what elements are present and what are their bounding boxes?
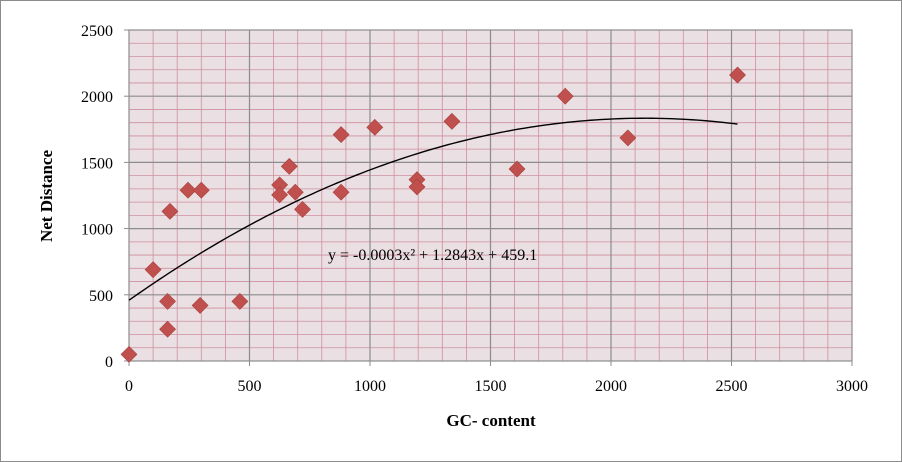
y-axis-title: Net Distance [37,150,56,243]
x-tick-label: 500 [238,378,262,395]
x-tick-label: 1500 [475,378,507,395]
data-point [366,118,384,136]
data-point [619,129,637,147]
data-point [332,183,350,201]
data-point [556,87,574,105]
data-point [508,160,526,178]
y-axis: 0 500 1000 1500 2000 2500 [81,23,129,371]
data-point [280,157,298,175]
data-point [294,200,311,218]
trendline [128,117,738,301]
major-gridlines [129,30,852,361]
x-tick-label: 2500 [716,378,748,395]
data-point [408,178,426,196]
data-point [191,296,209,314]
data-point [332,126,350,144]
y-tick-label: 2000 [81,89,113,106]
y-tick-label: 0 [105,354,113,371]
data-point [231,292,249,310]
x-tick-label: 0 [125,378,133,395]
x-tick-label: 1000 [354,378,386,395]
x-axis-title: GC- content [446,411,536,430]
data-point [179,181,197,199]
trendline-equation: y = -0.0003x² + 1.2843x + 459.1 [328,247,537,264]
y-tick-label: 2500 [81,23,113,40]
data-point [144,261,162,279]
x-axis: 0 500 1000 1500 2000 2500 3000 [125,361,868,395]
data-point [159,292,176,310]
data-point [161,202,179,220]
y-tick-label: 1500 [81,155,113,172]
data-point [271,186,289,204]
data-point [286,183,304,201]
data-point [443,112,461,130]
data-point [192,181,210,199]
y-tick-label: 500 [89,288,113,305]
data-point [120,345,138,363]
y-tick-label: 1000 [81,222,113,239]
data-points [120,66,746,363]
data-point [159,320,176,338]
data-point [729,66,746,84]
x-tick-label: 3000 [836,378,868,395]
x-tick-label: 2000 [595,378,627,395]
